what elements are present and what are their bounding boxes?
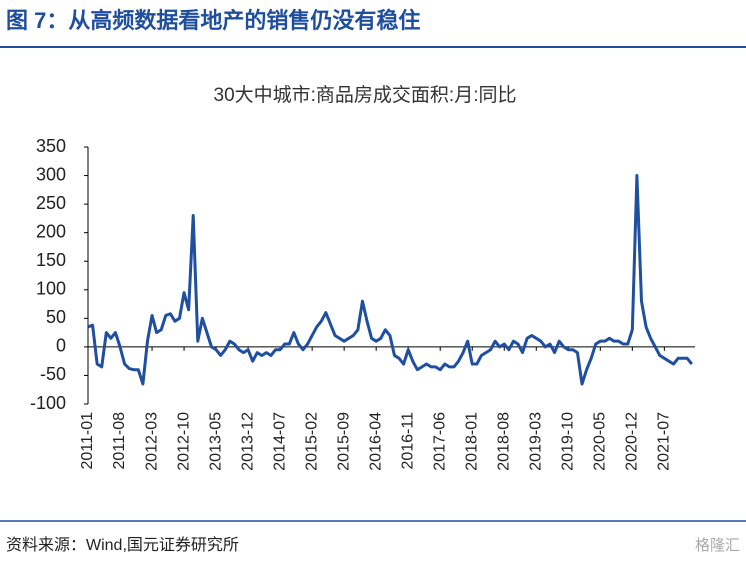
x-tick-label: 2013-12: [239, 412, 256, 471]
y-tick-label: 50: [46, 307, 66, 327]
y-tick-label: -100: [30, 393, 66, 413]
y-tick-label: 250: [36, 193, 66, 213]
x-tick-label: 2016-04: [367, 412, 384, 471]
source: 资料来源：Wind,国元证券研究所: [6, 536, 239, 554]
x-tick-label: 2017-06: [431, 412, 448, 471]
watermark: 格隆汇: [695, 537, 740, 554]
x-tick-label: 2019-03: [527, 412, 544, 471]
y-tick-label: -50: [40, 364, 66, 384]
x-tick-label: 2021-07: [656, 412, 673, 471]
y-tick-label: 150: [36, 250, 66, 270]
y-tick-label: 350: [36, 136, 66, 156]
x-tick-label: 2020-05: [592, 412, 609, 471]
y-tick-label: 100: [36, 279, 66, 299]
header-title: 图 7：从高频数据看地产的销售仍没有稳住: [6, 8, 420, 33]
x-tick-label: 2012-03: [143, 412, 160, 471]
y-tick-label: 0: [56, 336, 66, 356]
x-tick-label: 2011-01: [79, 412, 96, 470]
y-tick-label: 200: [36, 221, 66, 241]
x-tick-label: 2019-10: [560, 412, 577, 471]
x-tick-label: 2012-10: [175, 412, 192, 471]
chart-title: 30大中城市:商品房成交面积:月:同比: [214, 84, 517, 106]
x-tick-label: 2015-09: [335, 412, 352, 471]
x-tick-label: 2020-12: [624, 412, 641, 471]
y-tick-label: 300: [36, 164, 66, 184]
x-tick-label: 2014-07: [271, 412, 288, 471]
x-tick-label: 2015-02: [303, 412, 320, 471]
x-tick-label: 2013-05: [207, 412, 224, 471]
line-series: [87, 174, 693, 386]
x-tick-label: 2016-11: [399, 412, 416, 470]
x-tick-label: 2018-08: [495, 412, 512, 471]
x-tick-label: 2018-01: [463, 412, 480, 471]
x-tick-label: 2011-08: [111, 412, 128, 470]
